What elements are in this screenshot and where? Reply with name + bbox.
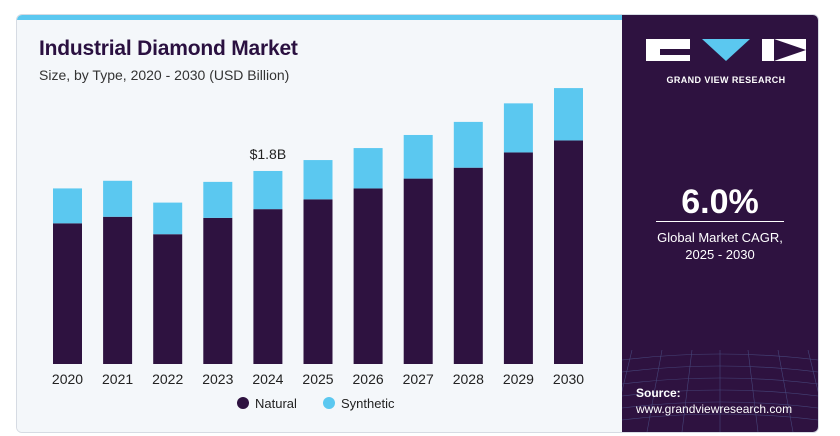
bar-synthetic-2029	[503, 103, 533, 153]
divider	[656, 221, 784, 222]
cagr-label-line1: Global Market CAGR,	[657, 230, 783, 245]
legend-label-natural: Natural	[255, 396, 297, 411]
chart-panel: Industrial Diamond Market Size, by Type,…	[17, 15, 622, 432]
bar-natural-2026	[353, 188, 383, 364]
x-tick-label-2024: 2024	[252, 371, 283, 387]
bar-synthetic-2026	[353, 148, 383, 189]
bar-synthetic-2022	[153, 202, 183, 235]
legend-label-synthetic: Synthetic	[341, 396, 395, 411]
bar-synthetic-2021	[103, 180, 133, 217]
bar-natural-2020	[53, 223, 82, 364]
brand-logo: GRAND VIEW RESEARCH	[646, 37, 806, 85]
bar-natural-2028	[453, 167, 483, 364]
bar-natural-2024	[253, 209, 283, 364]
chart-subtitle: Size, by Type, 2020 - 2030 (USD Billion)	[39, 67, 290, 83]
x-tick-label-2022: 2022	[152, 371, 183, 387]
bar-synthetic-2025	[303, 160, 333, 200]
x-tick-label-2029: 2029	[503, 371, 534, 387]
x-tick-label-2021: 2021	[102, 371, 133, 387]
x-tick-label-2030: 2030	[553, 371, 584, 387]
bar-synthetic-2027	[403, 134, 433, 179]
data-label-2024: $1.8B	[250, 146, 287, 162]
cagr-label-line2: 2025 - 2030	[685, 247, 755, 262]
x-tick-label-2023: 2023	[202, 371, 233, 387]
info-panel: GRAND VIEW RESEARCH 6.0% Global Market C…	[622, 15, 818, 432]
x-tick-label-2028: 2028	[453, 371, 484, 387]
legend-marker-natural	[237, 397, 249, 409]
x-tick-label-2025: 2025	[302, 371, 333, 387]
infographic-card: Industrial Diamond Market Size, by Type,…	[16, 14, 819, 433]
brand-name: GRAND VIEW RESEARCH	[666, 75, 786, 85]
bar-natural-2025	[303, 199, 333, 364]
decorative-grid	[622, 350, 818, 432]
bar-chart: 2020 2021 2022 2023 2024 2025 2026 2027 2028 2029…	[52, 88, 584, 411]
bar-natural-2029	[503, 152, 533, 364]
bar-synthetic-2020	[53, 188, 82, 224]
logo-mark-icon	[646, 39, 806, 61]
bar-synthetic-2030	[554, 88, 583, 141]
source-label: Source:	[636, 386, 681, 400]
bar-natural-2021	[103, 216, 133, 364]
source-url[interactable]: www.grandviewresearch.com	[636, 402, 793, 416]
bar-natural-2027	[403, 178, 433, 364]
source-block: Source: www.grandviewresearch.com	[636, 385, 792, 417]
bar-natural-2023	[203, 217, 233, 364]
cagr-value: 6.0%	[681, 183, 759, 221]
accent-bar	[17, 15, 622, 20]
cagr-label: Global Market CAGR, 2025 - 2030	[622, 229, 818, 263]
bar-natural-2022	[153, 234, 183, 364]
bar-natural-2030	[554, 140, 583, 364]
legend-marker-synthetic	[323, 397, 335, 409]
bar-synthetic-2023	[203, 181, 233, 218]
x-tick-label-2027: 2027	[403, 371, 434, 387]
bar-synthetic-2024	[253, 170, 283, 210]
bar-synthetic-2028	[453, 121, 483, 168]
x-tick-label-2026: 2026	[353, 371, 384, 387]
x-tick-label-2020: 2020	[52, 371, 83, 387]
chart-title: Industrial Diamond Market	[39, 37, 298, 60]
